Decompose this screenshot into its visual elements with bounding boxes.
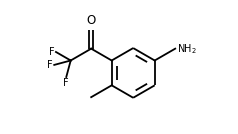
Text: F: F [47, 60, 53, 70]
Text: NH$_2$: NH$_2$ [177, 42, 197, 56]
Text: F: F [49, 47, 55, 57]
Text: O: O [87, 14, 96, 27]
Text: F: F [64, 78, 69, 88]
